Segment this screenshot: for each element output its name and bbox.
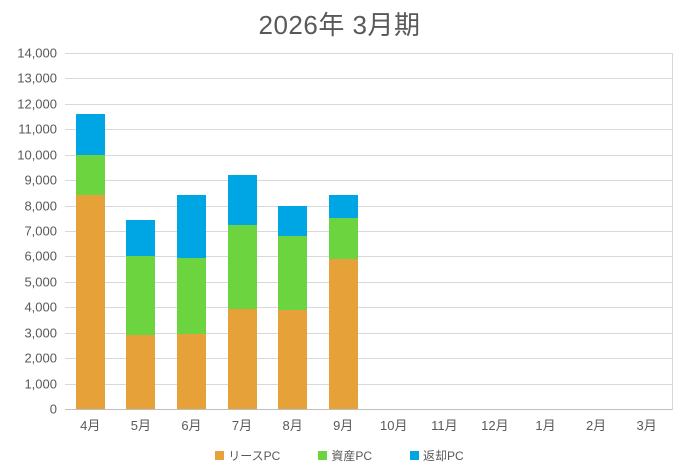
plot-area: [65, 53, 673, 410]
bar-segment-series-0: [126, 335, 156, 409]
bar-segment-series-2: [278, 205, 308, 237]
x-axis-tick-label: 11月: [431, 418, 458, 433]
gridline: [65, 358, 672, 360]
legend-item: 返却PC: [410, 447, 464, 464]
gridline: [65, 78, 672, 80]
x-axis-tick-label: 2月: [585, 418, 607, 433]
bar-segment-series-2: [176, 195, 206, 258]
bar-group: [470, 53, 521, 409]
bar-segment-series-1: [176, 257, 206, 334]
gridline: [65, 205, 672, 207]
y-axis-tick-label: 12,000: [17, 96, 57, 112]
bar-group: [621, 53, 672, 409]
gridline: [65, 154, 672, 156]
bar-segment-series-1: [126, 256, 156, 336]
y-axis-tick-label: 0: [49, 401, 57, 417]
x-axis-tick-label: 10月: [380, 418, 408, 433]
bar-segment-series-2: [227, 175, 257, 225]
gridline: [65, 332, 672, 334]
legend-label: 資産PC: [331, 449, 373, 463]
y-axis: 0 1,000 2,000 3,000 4,000 5,000 6,000 7,000 8,00…: [0, 46, 57, 417]
gridline: [65, 383, 672, 385]
legend-label: 返却PC: [423, 449, 464, 463]
x-axis: 4月 5月 6月 7月 8月 9月 10月 11月 12月 1月 2月 3月: [65, 415, 672, 434]
bar-segment-series-0: [227, 308, 257, 409]
bar-group: [419, 53, 470, 409]
bar-segment-series-1: [328, 218, 358, 259]
y-axis-tick-label: 8,000: [24, 198, 57, 214]
x-axis-tick-label: 6月: [181, 418, 202, 433]
x-axis-tick-label: 1月: [535, 418, 556, 433]
x-axis-tick-label: 4月: [80, 418, 101, 433]
bar-segment-series-0: [278, 309, 308, 409]
y-axis-tick-label: 1,000: [24, 376, 57, 392]
x-axis-tick-label: 5月: [130, 418, 151, 433]
legend-swatch-icon: [318, 451, 328, 460]
legend-label: リースPC: [228, 449, 281, 463]
x-axis-tick-label: 3月: [636, 418, 657, 433]
gridlines: [65, 53, 672, 409]
gridline: [65, 231, 672, 232]
bar-segment-series-2: [126, 219, 156, 257]
y-axis-tick-label: 2,000: [24, 350, 57, 366]
gridline: [65, 53, 672, 54]
bar-group: [520, 53, 571, 409]
gridline: [65, 180, 672, 182]
bar-group: [116, 53, 167, 409]
y-axis-tick-label: 14,000: [17, 45, 57, 61]
legend-swatch-icon: [410, 451, 420, 460]
bar-segment-series-1: [75, 154, 105, 196]
x-axis-tick-label: 12月: [481, 418, 509, 433]
bar-segment-series-1: [227, 224, 257, 309]
bar-segment-series-2: [75, 114, 105, 155]
bar-segment-series-0: [176, 334, 206, 409]
bar-group: [318, 53, 369, 409]
legend-swatch-icon: [215, 451, 225, 460]
bar-segment-series-0: [328, 258, 358, 409]
chart-title: 2026年 3月期: [258, 10, 421, 40]
y-axis-tick-label: 11,000: [18, 121, 57, 137]
y-axis-tick-label: 3,000: [24, 325, 57, 341]
y-axis-tick-label: 6,000: [24, 248, 57, 264]
bar-group: [571, 53, 622, 409]
gridline: [65, 256, 672, 258]
bar-group: [166, 53, 217, 409]
legend-item: リースPC: [215, 447, 280, 464]
bar-segment-series-0: [75, 195, 105, 409]
bar-segment-series-1: [278, 236, 308, 310]
bar-group: [217, 53, 268, 409]
legend: リースPC 資産PC 返却PC: [0, 447, 679, 464]
bars-layer: [65, 53, 672, 409]
x-axis-tick-label: 9月: [333, 418, 354, 433]
x-axis-tick-label: 8月: [282, 418, 303, 433]
gridline: [65, 129, 672, 131]
y-axis-tick-label: 9,000: [24, 172, 57, 188]
y-axis-tick-label: 13,000: [17, 70, 57, 86]
y-axis-tick-label: 10,000: [17, 147, 57, 163]
gridline: [65, 281, 672, 283]
x-axis-tick-label: 7月: [231, 418, 253, 433]
bar-segment-series-2: [328, 195, 358, 219]
bar-group: [65, 53, 116, 409]
bar-group: [368, 53, 419, 409]
y-axis-tick-label: 7,000: [24, 223, 57, 239]
y-axis-tick-label: 4,000: [24, 299, 57, 315]
bar-group: [267, 53, 318, 409]
gridline: [65, 103, 672, 105]
legend-item: 資産PC: [318, 447, 372, 464]
y-axis-tick-label: 5,000: [24, 274, 57, 290]
gridline: [65, 307, 672, 309]
